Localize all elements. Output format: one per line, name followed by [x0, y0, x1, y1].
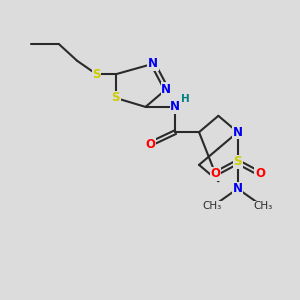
Text: N: N: [233, 126, 243, 139]
Text: CH₃: CH₃: [253, 202, 273, 212]
Text: N: N: [148, 57, 158, 70]
Text: S: S: [92, 68, 101, 81]
Text: O: O: [145, 138, 155, 151]
Text: S: S: [112, 92, 120, 104]
Text: S: S: [233, 155, 242, 168]
Text: N: N: [233, 182, 243, 195]
Text: N: N: [161, 82, 171, 96]
Text: N: N: [170, 100, 180, 113]
Text: H: H: [181, 94, 190, 104]
Text: O: O: [255, 167, 265, 180]
Text: O: O: [210, 167, 220, 180]
Text: CH₃: CH₃: [203, 202, 222, 212]
